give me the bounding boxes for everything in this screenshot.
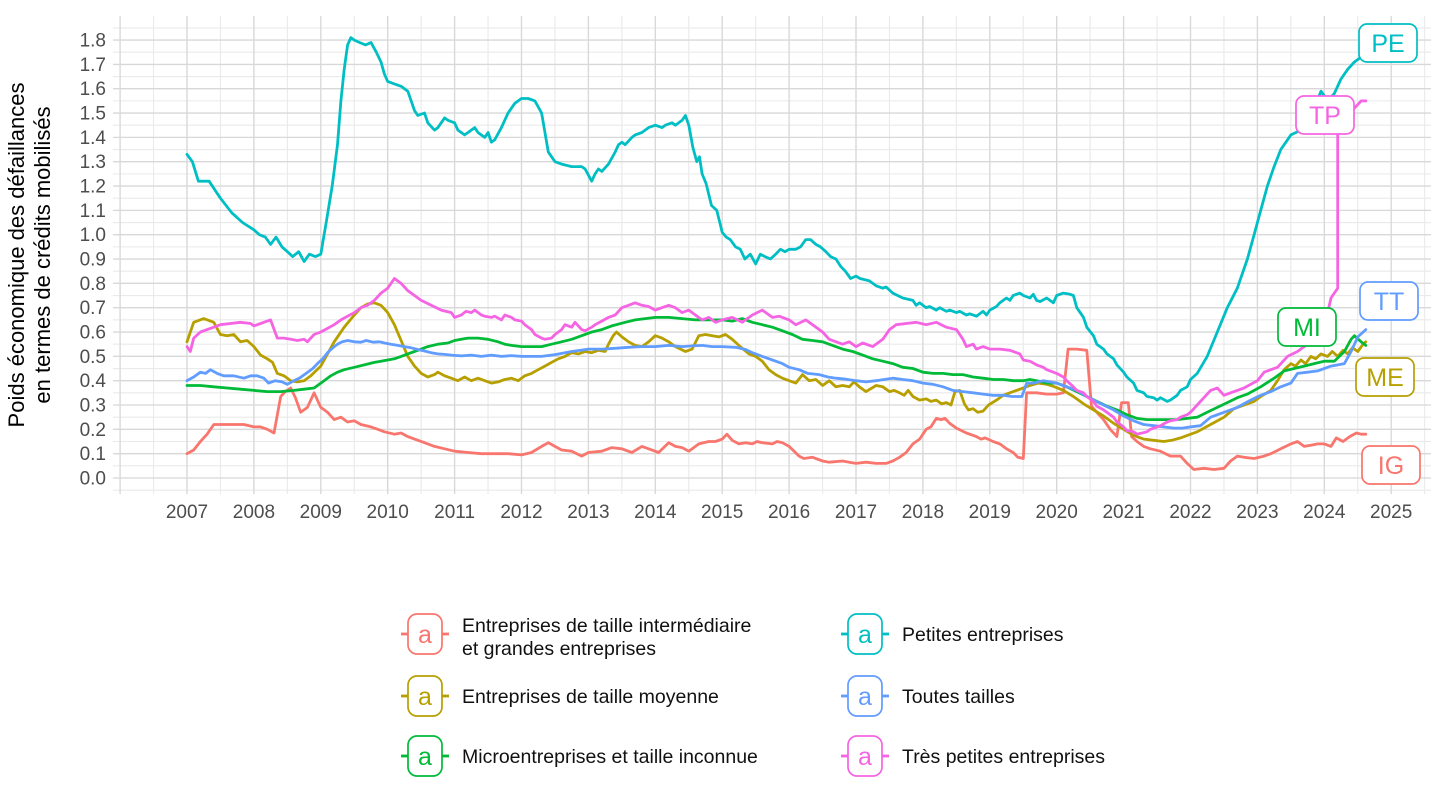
legend-key-box: [407, 675, 443, 717]
series-label-box: [1295, 95, 1355, 135]
series-label-box: [1355, 357, 1415, 397]
x-tick-label: 2013: [567, 502, 609, 523]
y-tick-label: 1.0: [80, 225, 106, 246]
y-tick-label: 1.3: [80, 152, 106, 173]
x-tick-label: 2009: [300, 502, 342, 523]
legend-item-PE: a Petites entreprises: [841, 613, 1064, 655]
legend-item-label: Entreprises de taille moyenne: [462, 686, 719, 708]
legend-item-TP: a Très petites entreprises: [841, 735, 1105, 777]
legend-item-label: Microentreprises et taille inconnue: [462, 746, 758, 768]
series-line-IG: [185, 347, 1368, 471]
x-tick-label: 2025: [1370, 502, 1412, 523]
series-label-TP: TP: [1295, 95, 1355, 135]
x-tick-label: 2010: [367, 502, 409, 523]
y-tick-label: 1.2: [80, 177, 106, 198]
series-line-TP: [185, 99, 1368, 436]
y-tick-label: 0.5: [80, 347, 106, 368]
x-tick-label: 2022: [1169, 502, 1211, 523]
series-label-text: PE: [1371, 30, 1404, 58]
legend-key-box: [407, 613, 443, 655]
legend-key-box: [847, 735, 883, 777]
series-label-text: ME: [1366, 364, 1404, 392]
series-label-box: [1277, 307, 1337, 347]
legend-item-label: Très petites entreprises: [902, 746, 1105, 768]
legend-key-glyph: a: [418, 621, 432, 649]
y-axis-tick-labels: 0.0 0.1 0.2 0.3 0.4 0.5 0.6 0.7 0.8 0.9 1.0 1.1 1.2 1…: [80, 31, 107, 490]
y-tick-label: 1.8: [80, 31, 106, 52]
legend-item-label: Entreprises de taille intermédiaire: [462, 615, 751, 637]
series-label-TT: TT: [1359, 281, 1419, 321]
x-tick-label: 2015: [701, 502, 743, 523]
series-label-text: TT: [1374, 288, 1405, 316]
y-tick-label: 1.1: [80, 201, 106, 222]
x-tick-label: 2018: [902, 502, 944, 523]
legend-key-glyph: a: [858, 683, 872, 711]
legend-item-TT: a Toutes tailles: [841, 675, 1015, 717]
y-tick-label: 0.0: [80, 469, 106, 490]
y-tick-label: 1.4: [80, 128, 107, 149]
series-line-PE: [185, 36, 1370, 403]
y-tick-label: 1.6: [80, 79, 106, 100]
y-tick-label: 0.8: [80, 274, 106, 295]
x-tick-label: 2017: [835, 502, 877, 523]
x-tick-label: 2014: [634, 502, 677, 523]
y-tick-label: 1.7: [80, 55, 106, 76]
y-tick-label: 0.4: [80, 371, 107, 392]
legend-item-ME: a Entreprises de taille moyenne: [401, 675, 719, 717]
series-label-IG: IG: [1361, 445, 1421, 485]
series-label-PE: PE: [1358, 23, 1418, 63]
series-label-text: MI: [1293, 314, 1321, 342]
legend-key-glyph: a: [858, 621, 872, 649]
legend-item-label: Toutes tailles: [902, 686, 1015, 708]
series-label-box: [1361, 445, 1421, 485]
legend-key-glyph: a: [858, 743, 872, 771]
legend-key-glyph: a: [418, 683, 432, 711]
series-label-ME: ME: [1355, 357, 1415, 397]
series-line-ME: [185, 301, 1368, 443]
x-tick-label: 2012: [500, 502, 542, 523]
x-tick-label: 2008: [233, 502, 275, 523]
y-tick-label: 0.1: [80, 444, 106, 465]
x-tick-label: 2023: [1236, 502, 1278, 523]
y-axis-title-line: en termes de crédits mobilisés: [30, 106, 55, 403]
series-label-text: TP: [1309, 102, 1341, 130]
series-label-MI: MI: [1277, 307, 1337, 347]
series-label-box: [1358, 23, 1418, 63]
series-label-text: IG: [1378, 452, 1404, 480]
legend-item-label: Petites entreprises: [902, 624, 1064, 646]
grid-minor: [113, 16, 1431, 494]
x-tick-label: 2007: [166, 502, 208, 523]
y-tick-label: 0.2: [80, 420, 106, 441]
y-tick-label: 0.6: [80, 323, 106, 344]
y-tick-label: 1.5: [80, 104, 106, 125]
y-axis-title: Poids économique des défaillances en term…: [4, 83, 55, 428]
y-axis-title-line: Poids économique des défaillances: [4, 83, 29, 428]
legend-item-MI: a Microentreprises et taille inconnue: [401, 735, 758, 777]
legend-key-box: [407, 735, 443, 777]
y-tick-label: 0.7: [80, 298, 106, 319]
legend-key-box: [847, 613, 883, 655]
x-tick-label: 2016: [768, 502, 810, 523]
legend-key-glyph: a: [418, 743, 432, 771]
x-axis-tick-labels: 2007 2008 2009 2010 2011 2012 2013 2014 2015 2016…: [166, 502, 1412, 523]
x-tick-label: 2024: [1303, 502, 1346, 523]
y-tick-label: 0.9: [80, 250, 106, 271]
x-tick-label: 2011: [434, 502, 475, 523]
legend-item-label: et grandes entreprises: [462, 638, 656, 660]
x-tick-label: 2021: [1102, 502, 1144, 523]
x-tick-label: 2020: [1036, 502, 1078, 523]
y-tick-label: 0.3: [80, 396, 106, 417]
legend-key-box: [847, 675, 883, 717]
series-label-box: [1359, 281, 1419, 321]
x-tick-label: 2019: [969, 502, 1011, 523]
